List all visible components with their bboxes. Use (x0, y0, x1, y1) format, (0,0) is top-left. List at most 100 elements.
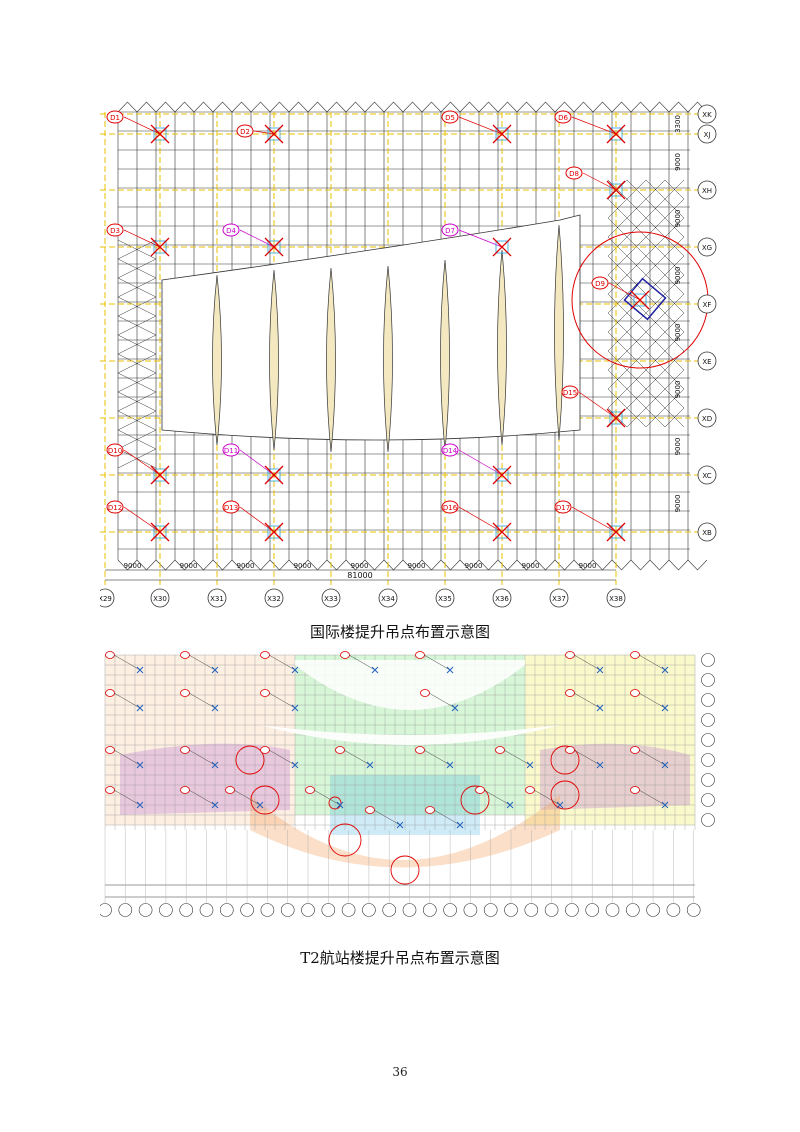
mesh-diagonal (645, 255, 666, 276)
mesh-diagonal (664, 255, 685, 276)
lift-marker-cross (606, 124, 626, 144)
axis-bubble (697, 124, 717, 144)
axis-bubble (207, 588, 227, 608)
col-axis-label: X37 (552, 595, 566, 603)
lift-marker-box (609, 411, 623, 425)
lift-label-bubble (475, 786, 485, 794)
edge-truss-top (231, 101, 252, 113)
axis-bubble (565, 903, 579, 917)
axis-bubble (98, 903, 112, 917)
truss-member (326, 267, 336, 453)
lift-marker (661, 801, 669, 809)
mesh-diagonal (664, 198, 685, 219)
lift-point: D1 (106, 110, 170, 144)
total-dimension: 81000 (347, 571, 372, 580)
lift-label-bubble (180, 746, 190, 754)
axis-bubble (606, 588, 626, 608)
edge-truss-top (364, 101, 385, 113)
axis-bubble (240, 903, 254, 917)
lift-point-label: D12 (108, 504, 122, 512)
lift-marker (596, 761, 604, 769)
lift-label-bubble (365, 806, 375, 814)
lift-point: D10 (106, 443, 170, 485)
mesh-diagonal (607, 312, 628, 333)
axis-bubble (138, 903, 153, 917)
truss-diagonal (117, 277, 157, 298)
edge-truss-top (497, 101, 518, 113)
lift-marker-cross (492, 237, 512, 257)
lift-label-bubble (260, 651, 270, 659)
bottom-dimensions: 9000 9000 9000 9000 9000 9000 9000 9000 90008100… (105, 562, 616, 581)
detail-circle (550, 745, 580, 775)
mesh-diagonal (626, 255, 647, 276)
label-bubble (591, 276, 609, 290)
lift-marker-box (609, 183, 623, 197)
edge-truss-top (573, 101, 594, 113)
lift-point-label: D13 (224, 504, 238, 512)
lift-point-label: D10 (108, 447, 122, 455)
lift-marker-box (495, 525, 509, 539)
axis-bubble (585, 903, 600, 917)
label-bubble (565, 166, 583, 180)
lift-marker-box (267, 525, 281, 539)
lift-label-bubble (260, 689, 270, 697)
lift-marker (556, 801, 564, 809)
axis-bubble (504, 903, 518, 917)
right-dimension: 9000 (674, 210, 682, 228)
label-bubble (106, 223, 124, 237)
lift-marker-box (633, 293, 647, 307)
lift-label-bubble (340, 651, 350, 659)
truss-diagonal (117, 315, 157, 336)
axis-bubble (544, 903, 559, 917)
lift-label-bubble (525, 786, 535, 794)
lift-point-label: D17 (556, 504, 570, 512)
lift-label-bubble (425, 806, 435, 814)
leader-line (313, 789, 341, 806)
lift-marker (211, 801, 219, 809)
mesh-diagonal (626, 331, 647, 352)
lift-marker-cross (264, 237, 284, 257)
row-axis-label: XE (702, 358, 711, 366)
truss-diagonal (117, 372, 157, 393)
lift-marker-box (495, 468, 509, 482)
leader-line (113, 654, 141, 671)
lift-marker-cross (264, 522, 284, 542)
leader-line (428, 692, 456, 709)
edge-truss-top (345, 101, 366, 113)
mesh-diagonal (664, 217, 685, 238)
lift-marker (596, 704, 604, 712)
mesh-diagonal (664, 179, 685, 200)
edge-truss-bottom (383, 559, 404, 571)
mesh-diagonal (607, 274, 628, 295)
lift-point: D7 (441, 223, 512, 257)
axis-bubble (321, 903, 336, 917)
axis-bubble (118, 903, 133, 917)
edge-truss-bottom (269, 559, 290, 571)
axis-bubble (443, 903, 457, 917)
lift-point-label: D9 (595, 280, 605, 288)
label-bubble (441, 443, 459, 457)
axis-bubble (435, 588, 455, 608)
leader-line (533, 789, 561, 806)
lift-marker-cross (492, 124, 512, 144)
lift-label-bubble (415, 746, 425, 754)
leader-line (188, 654, 216, 671)
edge-truss-top (402, 101, 423, 113)
edge-truss-top (440, 101, 461, 113)
truss-member (497, 249, 507, 446)
right-dimension: 3300 (674, 115, 682, 133)
lift-marker-cross (150, 237, 170, 257)
mesh-diagonal (607, 255, 628, 276)
truss-diagonal (117, 239, 157, 260)
lift-marker-box (153, 127, 167, 141)
mesh-diagonal (626, 388, 647, 409)
lifting-frame (623, 277, 667, 321)
leader-line (188, 789, 216, 806)
axis-bubble (701, 733, 715, 747)
mesh-diagonal (645, 217, 666, 238)
edge-truss-top (516, 101, 537, 113)
leader-line (458, 449, 503, 476)
lift-marker-box (153, 240, 167, 254)
leader-line (113, 789, 141, 806)
truss-diagonal (117, 429, 157, 450)
